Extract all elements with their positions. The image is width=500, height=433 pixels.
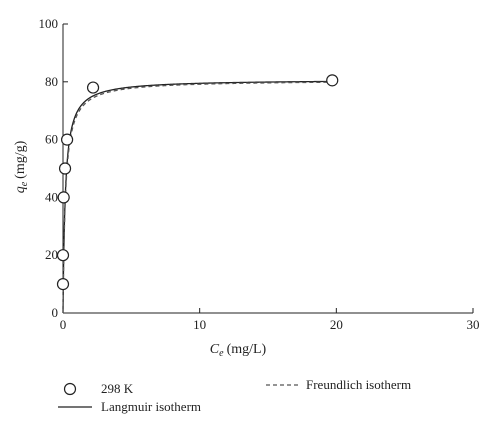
legend: 298 K Langmuir isotherm Freundlich isoth… (58, 377, 411, 414)
x-axis-title: Ce (mg/L) (210, 342, 267, 359)
legend-label-langmuir: Langmuir isotherm (101, 399, 201, 414)
freundlich-curve (62, 81, 334, 313)
data-point-298k (60, 133, 74, 146)
legend-marker-298k (63, 382, 77, 396)
data-point-298k (326, 74, 339, 87)
legend-label-freundlich: Freundlich isotherm (306, 377, 411, 392)
data-point-298k (57, 191, 70, 204)
y-tick-label: 80 (45, 74, 58, 89)
data-point-298k (86, 81, 100, 94)
langmuir-curve (62, 80, 334, 313)
y-tick-label: 20 (45, 247, 58, 262)
y-tick-label: 0 (52, 305, 59, 320)
curves (62, 80, 334, 313)
y-tick-label: 40 (45, 189, 58, 204)
axes (62, 24, 473, 314)
data-point-298k (56, 278, 70, 291)
x-tick-label: 30 (467, 317, 480, 332)
data-point-298k (56, 249, 70, 262)
x-tick-label: 0 (60, 317, 67, 332)
y-axis-title: qe(mg/g) (13, 140, 30, 193)
data-points (56, 74, 339, 291)
data-point-298k (58, 162, 72, 175)
y-tick-label: 100 (39, 16, 59, 31)
x-tick-label: 20 (330, 317, 343, 332)
legend-label-298k: 298 K (101, 381, 134, 396)
x-tick-label: 10 (193, 317, 206, 332)
ticks: 0 20 40 60 80 100 0 10 20 30 (39, 16, 480, 332)
y-tick-label: 60 (45, 132, 58, 147)
